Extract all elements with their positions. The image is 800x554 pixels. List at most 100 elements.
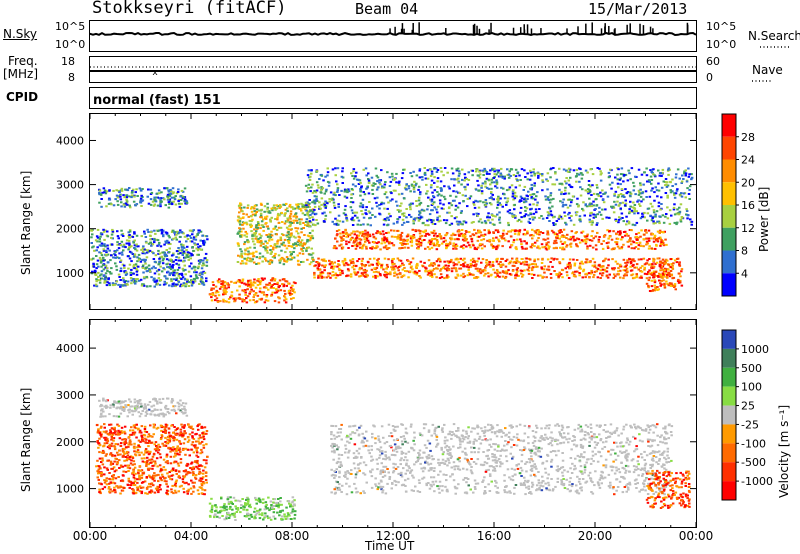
- data-cell: [690, 223, 693, 226]
- data-cell: [589, 168, 592, 171]
- data-cell: [133, 195, 136, 198]
- data-cell: [658, 215, 661, 218]
- data-cell: [619, 276, 622, 279]
- data-cell: [190, 252, 193, 255]
- data-cell: [101, 244, 105, 247]
- data-cell: [269, 218, 272, 221]
- data-cell: [173, 405, 177, 408]
- data-cell: [260, 224, 264, 227]
- data-cell: [240, 256, 244, 259]
- data-cell: [249, 226, 253, 228]
- data-cell: [166, 408, 170, 410]
- data-cell: [569, 236, 573, 238]
- data-cell: [574, 270, 577, 273]
- data-cell: [270, 279, 274, 282]
- data-cell: [160, 191, 163, 194]
- data-cell: [288, 292, 292, 295]
- data-cell: [424, 224, 427, 227]
- data-cell: [456, 206, 460, 209]
- data-cell: [273, 207, 276, 209]
- data-cell: [592, 204, 595, 207]
- data-cell: [660, 186, 664, 189]
- data-cell: [455, 216, 458, 219]
- data-cell: [533, 172, 536, 175]
- data-cell: [653, 274, 656, 277]
- data-cell: [132, 255, 136, 258]
- data-cell: [156, 402, 159, 405]
- data-cell: [321, 212, 324, 215]
- data-cell: [241, 210, 244, 213]
- data-cell: [594, 213, 597, 216]
- data-cell: [530, 234, 533, 236]
- data-cell: [353, 271, 356, 274]
- data-cell: [491, 223, 495, 226]
- data-cell: [92, 257, 95, 260]
- data-cell: [384, 270, 387, 273]
- data-cell: [371, 245, 374, 248]
- data-cell: [421, 265, 425, 268]
- data-cell: [311, 256, 314, 259]
- data-cell: [607, 216, 611, 219]
- data-cell: [676, 257, 680, 260]
- data-cell: [378, 181, 381, 184]
- data-cell: [431, 209, 434, 212]
- data-cell: [497, 244, 500, 247]
- data-cell: [585, 258, 589, 261]
- data-cell: [370, 263, 373, 266]
- data-cell: [127, 267, 130, 270]
- data-cell: [124, 188, 127, 191]
- data-cell: [190, 284, 194, 287]
- data-cell: [412, 219, 415, 222]
- data-cell: [180, 189, 184, 192]
- data-cell: [459, 257, 463, 260]
- data-cell: [257, 237, 260, 240]
- data-cell: [315, 200, 319, 202]
- data-cell: [403, 197, 406, 200]
- data-cell: [653, 199, 656, 202]
- data-cell: [269, 245, 273, 247]
- data-cell: [285, 256, 289, 259]
- data-cell: [491, 218, 494, 221]
- data-cell: [662, 242, 665, 244]
- data-cell: [100, 260, 103, 263]
- data-cell: [127, 404, 130, 407]
- data-cell: [496, 198, 499, 201]
- data-cell: [468, 231, 471, 234]
- data-cell: [356, 223, 359, 226]
- data-cell: [260, 277, 264, 280]
- data-cell: [520, 272, 523, 275]
- data-cell: [351, 212, 355, 214]
- data-cell: [274, 218, 277, 220]
- data-cell: [100, 409, 103, 412]
- data-cell: [203, 241, 207, 244]
- data-cell: [444, 264, 447, 267]
- data-cell: [501, 237, 504, 240]
- data-cell: [654, 186, 657, 189]
- data-cell: [358, 241, 362, 244]
- data-cell: [560, 193, 563, 196]
- data-cell: [111, 237, 114, 240]
- freq-label: Freq.: [8, 54, 38, 68]
- data-cell: [375, 174, 378, 177]
- data-cell: [686, 187, 689, 190]
- data-cell: [156, 192, 159, 195]
- data-cell: [591, 230, 594, 233]
- data-cell: [300, 218, 303, 221]
- data-cell: [675, 223, 678, 226]
- data-cell: [630, 167, 634, 170]
- data-cell: [650, 279, 654, 282]
- data-region: [312, 257, 674, 280]
- data-cell: [523, 269, 526, 272]
- data-cell: [437, 258, 440, 261]
- data-cell: [237, 232, 241, 235]
- data-cell: [154, 267, 157, 270]
- data-cell: [647, 239, 651, 242]
- data-cell: [307, 203, 310, 206]
- data-cell: [472, 273, 475, 276]
- data-cell: [107, 202, 111, 205]
- data-cell: [137, 411, 140, 414]
- data-cell: [418, 217, 422, 220]
- data-cell: [517, 232, 521, 234]
- data-cell: [132, 265, 135, 268]
- data-cell: [426, 219, 429, 222]
